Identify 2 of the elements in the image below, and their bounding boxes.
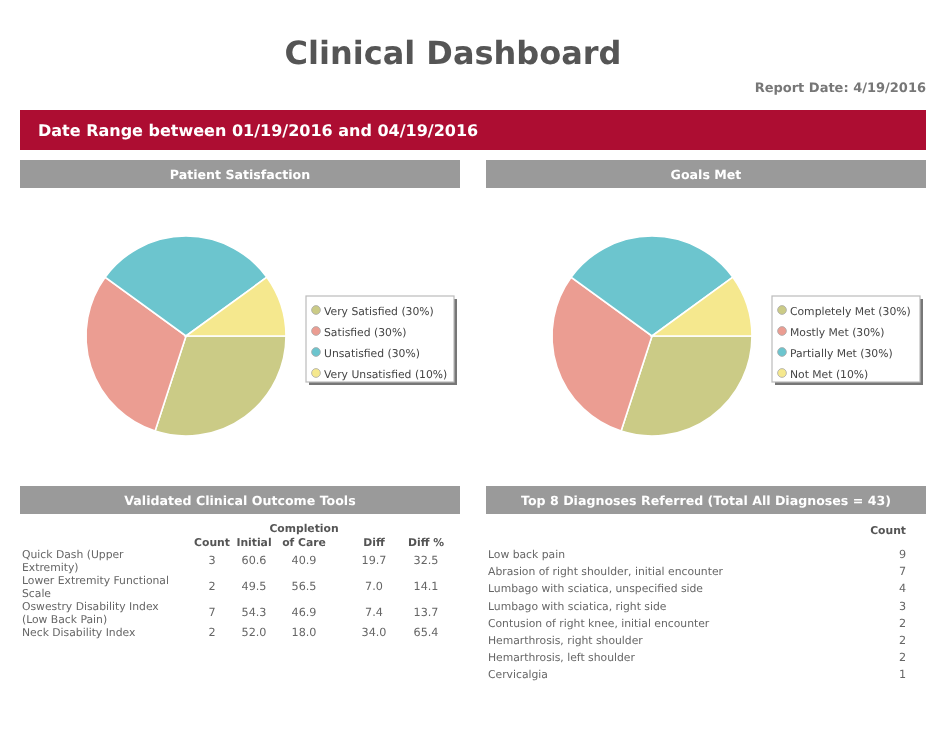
text: Clinical Dashboard xyxy=(284,34,622,72)
banner: Date Range between 01/19/2016 and 04/19/2016 xyxy=(20,110,926,150)
